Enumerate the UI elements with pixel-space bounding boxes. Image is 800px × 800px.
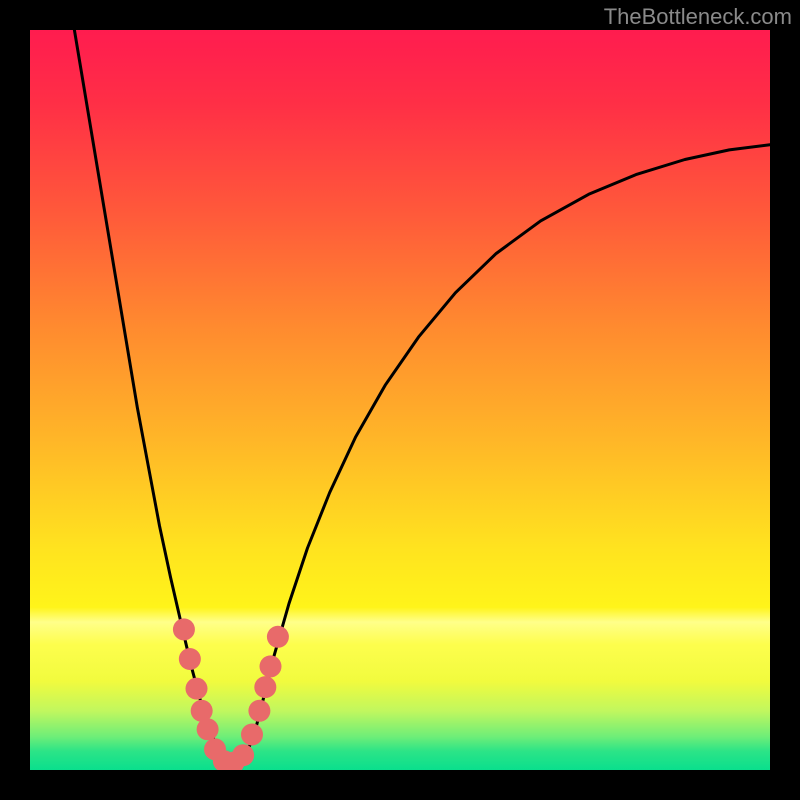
chart-background xyxy=(30,30,770,770)
data-marker xyxy=(241,723,263,745)
chart-svg xyxy=(30,30,770,770)
data-marker xyxy=(267,626,289,648)
data-marker xyxy=(179,648,201,670)
data-marker xyxy=(232,744,254,766)
plot-area xyxy=(30,30,770,770)
data-marker xyxy=(197,718,219,740)
data-marker xyxy=(248,700,270,722)
data-marker xyxy=(254,676,276,698)
watermark-label: TheBottleneck.com xyxy=(604,0,800,30)
data-marker xyxy=(260,655,282,677)
data-marker xyxy=(173,618,195,640)
stage: TheBottleneck.com xyxy=(0,0,800,800)
data-marker xyxy=(186,678,208,700)
